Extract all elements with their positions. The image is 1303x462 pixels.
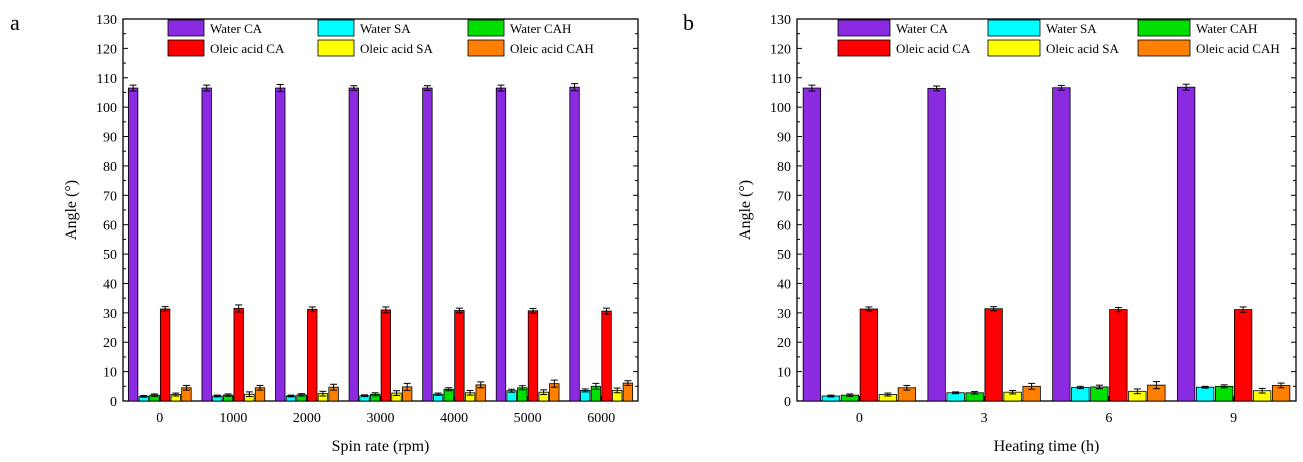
legend-label: Oleic acid CA <box>210 41 285 56</box>
y-tick-label: 110 <box>771 72 791 87</box>
x-tick-label: 2000 <box>293 411 321 426</box>
legend-label: Water CA <box>896 21 949 36</box>
y-tick-label: 110 <box>97 72 117 87</box>
y-tick-label: 10 <box>103 366 117 381</box>
y-tick-label: 130 <box>770 13 791 28</box>
panel-letter: a <box>10 10 20 35</box>
legend-label: Water SA <box>360 21 411 36</box>
y-tick-label: 20 <box>777 336 791 351</box>
x-tick-label: 3 <box>981 411 988 426</box>
bar <box>201 87 212 402</box>
x-tick-label: 6 <box>1105 411 1112 426</box>
legend-label: Water SA <box>1046 21 1097 36</box>
legend-swatch <box>837 19 891 37</box>
bar <box>1176 86 1196 402</box>
x-tick-label: 0 <box>156 411 163 426</box>
x-axis-title: Spin rate (rpm) <box>332 438 430 455</box>
legend-label: Oleic acid CAH <box>510 41 594 56</box>
bar <box>859 308 879 402</box>
bar <box>527 310 539 402</box>
y-tick-label: 30 <box>103 307 117 322</box>
panel-letter: b <box>683 10 694 35</box>
legend-swatch <box>167 19 205 37</box>
y-tick-label: 90 <box>777 131 791 146</box>
bar <box>601 310 612 402</box>
legend-swatch <box>317 39 355 57</box>
bar <box>927 87 946 402</box>
legend-swatch <box>467 19 505 37</box>
legend-label: Oleic acid SA <box>1046 41 1120 56</box>
y-tick-label: 40 <box>777 277 791 292</box>
bar <box>569 86 580 402</box>
y-tick-label: 50 <box>103 248 117 263</box>
y-tick-label: 80 <box>777 160 791 175</box>
chart-panel-a: a 0 10 20 30 40 50 60 70 80 90 100 110 120 130 Angle (°… <box>10 10 639 455</box>
legend-swatch <box>467 39 505 57</box>
plot-frame <box>122 18 639 402</box>
y-tick-label: 120 <box>770 42 791 57</box>
x-tick-label: 4000 <box>440 411 468 426</box>
y-tick-label: 40 <box>103 277 117 292</box>
x-tick-label: 3000 <box>367 411 395 426</box>
bar <box>1109 309 1128 402</box>
bar <box>1233 309 1253 402</box>
legend-swatch <box>1137 19 1191 37</box>
bar <box>348 87 359 402</box>
bar <box>1071 387 1090 402</box>
y-tick-label: 130 <box>96 13 117 28</box>
bar <box>307 308 318 402</box>
y-axis-title: Angle (°) <box>737 180 754 240</box>
legend-label: Water CAH <box>1196 21 1257 36</box>
bar <box>1214 385 1234 402</box>
bar <box>1052 87 1071 402</box>
legend-label: Oleic acid CAH <box>1196 41 1280 56</box>
y-tick-label: 80 <box>103 160 117 175</box>
y-tick-label: 100 <box>96 101 117 116</box>
y-tick-label: 60 <box>103 219 117 234</box>
y-tick-label: 70 <box>777 189 791 204</box>
y-tick-label: 30 <box>777 307 791 322</box>
legend-label: Water CAH <box>510 21 571 36</box>
x-tick-label: 0 <box>856 411 863 426</box>
y-tick-label: 0 <box>784 395 791 410</box>
legend-swatch <box>987 39 1041 57</box>
bar <box>275 87 286 402</box>
bar <box>127 87 139 402</box>
y-tick-label: 100 <box>770 101 791 116</box>
legend-swatch <box>987 19 1041 37</box>
bar <box>422 87 433 402</box>
y-tick-label: 120 <box>96 42 117 57</box>
x-axis-title: Heating time (h) <box>994 438 1100 455</box>
bar <box>159 308 171 402</box>
y-tick-label: 20 <box>103 336 117 351</box>
bar <box>1195 386 1215 402</box>
x-tick-label: 5000 <box>514 411 542 426</box>
x-tick-label: 9 <box>1230 411 1237 426</box>
bar <box>454 310 465 402</box>
y-axis-title: Angle (°) <box>63 180 80 240</box>
bar <box>984 308 1003 402</box>
y-tick-label: 60 <box>777 219 791 234</box>
y-tick-label: 10 <box>777 366 791 381</box>
y-tick-label: 90 <box>103 131 117 146</box>
legend-swatch <box>1137 39 1191 57</box>
legend-swatch <box>167 39 205 57</box>
x-tick-label: 6000 <box>587 411 615 426</box>
legend-swatch <box>317 19 355 37</box>
legend-label: Water CA <box>210 21 263 36</box>
bar <box>495 87 507 402</box>
x-tick-label: 1000 <box>219 411 247 426</box>
legend-swatch <box>837 39 891 57</box>
bar <box>802 87 822 402</box>
y-tick-label: 50 <box>777 248 791 263</box>
bar <box>380 309 391 402</box>
legend-label: Oleic acid SA <box>360 41 434 56</box>
y-tick-label: 70 <box>103 189 117 204</box>
bar <box>233 308 244 402</box>
y-tick-label: 0 <box>110 395 117 410</box>
legend-label: Oleic acid CA <box>896 41 971 56</box>
